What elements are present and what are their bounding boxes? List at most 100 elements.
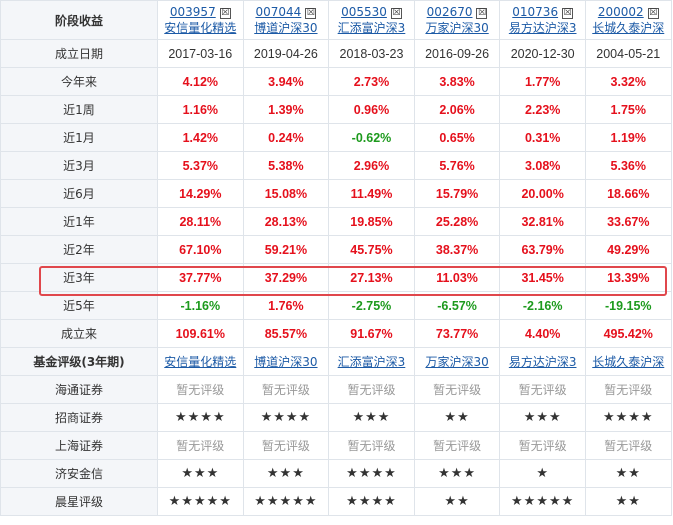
star-rating: ★★★★ <box>328 487 415 516</box>
fund-name-link[interactable]: 汇添富沪深3 <box>337 21 406 35</box>
row-label: 招商证券 <box>0 403 158 432</box>
header-row: 阶段收益 003957 ☒ 安信量化精选 007044 ☒ 博道沪深30 005530 ☒ 汇添富… <box>0 0 672 40</box>
fund-code-link[interactable]: 007044 ☒ <box>244 4 328 20</box>
return-row: 近3月 5.37% 5.38% 2.96% 5.76% 3.08% 5.36% <box>0 151 672 180</box>
return-value: -1.16% <box>157 291 244 320</box>
return-value: 2.06% <box>413 95 501 124</box>
row-label: 近2年 <box>0 235 158 264</box>
return-value: 5.36% <box>584 151 672 180</box>
fund-code-text: 002670 <box>426 5 473 19</box>
inception-date: 2017-03-16 <box>157 39 244 68</box>
star-rating: ★★★★ <box>328 459 415 488</box>
return-value: 4.40% <box>499 319 586 348</box>
rating-row: 招商证券 ★★★★ ★★★★ ★★★ ★★ ★★★ ★★★★ <box>0 403 672 432</box>
return-value: 0.65% <box>413 123 501 152</box>
return-value: 3.32% <box>584 67 672 96</box>
return-value: -2.16% <box>499 291 586 320</box>
row-label: 近3年 <box>0 263 158 292</box>
rating-fund-link[interactable]: 易方达沪深3 <box>508 355 577 369</box>
return-value: 2.73% <box>328 67 415 96</box>
inception-date: 2004-05-21 <box>584 39 672 68</box>
fund-name-link[interactable]: 长城久泰沪深 <box>592 21 665 35</box>
no-rating-text: 暂无评级 <box>413 431 501 460</box>
fund-name-link[interactable]: 博道沪深30 <box>254 21 318 35</box>
star-rating: ★★ <box>413 487 501 516</box>
rating-header-label: 基金评级(3年期) <box>0 347 158 376</box>
fund-code-link[interactable]: 200002 ☒ <box>586 4 670 20</box>
inception-date: 2018-03-23 <box>328 39 415 68</box>
return-value: -19.15% <box>584 291 672 320</box>
rating-fund-cell: 长城久泰沪深 <box>584 347 672 376</box>
no-rating-text: 暂无评级 <box>584 431 672 460</box>
return-value: 49.29% <box>584 235 672 264</box>
no-rating-text: 暂无评级 <box>499 431 586 460</box>
return-value: 495.42% <box>584 319 672 348</box>
fund-code-link[interactable]: 005530 ☒ <box>330 4 414 20</box>
star-rating: ★★★ <box>499 403 586 432</box>
row-label: 成立来 <box>0 319 158 348</box>
inception-date: 2020-12-30 <box>499 39 586 68</box>
return-value: 0.31% <box>499 123 586 152</box>
return-value: 2.23% <box>499 95 586 124</box>
no-rating-text: 暂无评级 <box>413 375 501 404</box>
return-value: 4.12% <box>157 67 244 96</box>
fund-code-text: 010736 <box>512 5 559 19</box>
return-value: 1.39% <box>242 95 330 124</box>
star-rating: ★★★★ <box>584 403 672 432</box>
return-row: 成立来 109.61% 85.57% 91.67% 73.77% 4.40% 495.42% <box>0 319 672 348</box>
no-rating-text: 暂无评级 <box>499 375 586 404</box>
return-value: 31.45% <box>499 263 586 292</box>
remove-checkbox-icon[interactable]: ☒ <box>305 8 317 19</box>
fund-header-002670: 002670 ☒ 万家沪深30 <box>413 0 501 40</box>
return-value: 14.29% <box>157 179 244 208</box>
fund-name-link[interactable]: 安信量化精选 <box>164 21 237 35</box>
remove-checkbox-icon[interactable]: ☒ <box>476 8 488 19</box>
fund-name-link[interactable]: 万家沪深30 <box>425 21 489 35</box>
star-rating: ★★★ <box>328 403 415 432</box>
row-label: 上海证券 <box>0 431 158 460</box>
remove-checkbox-icon[interactable]: ☒ <box>219 8 231 19</box>
row-label: 近1月 <box>0 123 158 152</box>
return-value: 11.49% <box>328 179 415 208</box>
rating-row: 济安金信 ★★★ ★★★ ★★★★ ★★★ ★ ★★ <box>0 459 672 488</box>
fund-code-link[interactable]: 003957 ☒ <box>158 4 242 20</box>
return-value: 5.38% <box>242 151 330 180</box>
row-label: 海通证券 <box>0 375 158 404</box>
return-value: 1.42% <box>157 123 244 152</box>
fund-header-007044: 007044 ☒ 博道沪深30 <box>242 0 330 40</box>
star-rating: ★★★ <box>413 459 501 488</box>
remove-checkbox-icon[interactable]: ☒ <box>647 8 659 19</box>
fund-name-link[interactable]: 易方达沪深3 <box>508 21 577 35</box>
return-row: 近1月 1.42% 0.24% -0.62% 0.65% 0.31% 1.19% <box>0 123 672 152</box>
return-value: 28.13% <box>242 207 330 236</box>
rating-header-row: 基金评级(3年期) 安信量化精选 博道沪深30 汇添富沪深3 万家沪深30 易方达沪深3 长… <box>0 347 672 376</box>
rating-fund-link[interactable]: 安信量化精选 <box>164 355 237 369</box>
rating-fund-link[interactable]: 长城久泰沪深 <box>592 355 665 369</box>
return-value: 25.28% <box>413 207 501 236</box>
fund-code-link[interactable]: 010736 ☒ <box>501 4 585 20</box>
remove-checkbox-icon[interactable]: ☒ <box>390 8 402 19</box>
return-value: 28.11% <box>157 207 244 236</box>
fund-code-text: 005530 <box>341 5 387 19</box>
star-rating: ★★★ <box>157 459 244 488</box>
rating-fund-link[interactable]: 博道沪深30 <box>254 355 318 369</box>
return-value: 11.03% <box>413 263 501 292</box>
rating-fund-link[interactable]: 万家沪深30 <box>425 355 489 369</box>
remove-checkbox-icon[interactable]: ☒ <box>562 8 574 19</box>
star-rating: ★★★★★ <box>157 487 244 516</box>
no-rating-text: 暂无评级 <box>328 375 415 404</box>
return-row: 近2年 67.10% 59.21% 45.75% 38.37% 63.79% 49.29% <box>0 235 672 264</box>
star-rating: ★★ <box>413 403 501 432</box>
return-row: 近6月 14.29% 15.08% 11.49% 15.79% 20.00% 18.66% <box>0 179 672 208</box>
row-label: 济安金信 <box>0 459 158 488</box>
return-value: 109.61% <box>157 319 244 348</box>
return-value: 27.13% <box>328 263 415 292</box>
rating-fund-link[interactable]: 汇添富沪深3 <box>337 355 406 369</box>
fund-header-005530: 005530 ☒ 汇添富沪深3 <box>328 0 415 40</box>
star-rating: ★★ <box>584 459 672 488</box>
fund-code-link[interactable]: 002670 ☒ <box>415 4 499 20</box>
return-value: 3.08% <box>499 151 586 180</box>
fund-header-010736: 010736 ☒ 易方达沪深3 <box>499 0 586 40</box>
return-value: 45.75% <box>328 235 415 264</box>
